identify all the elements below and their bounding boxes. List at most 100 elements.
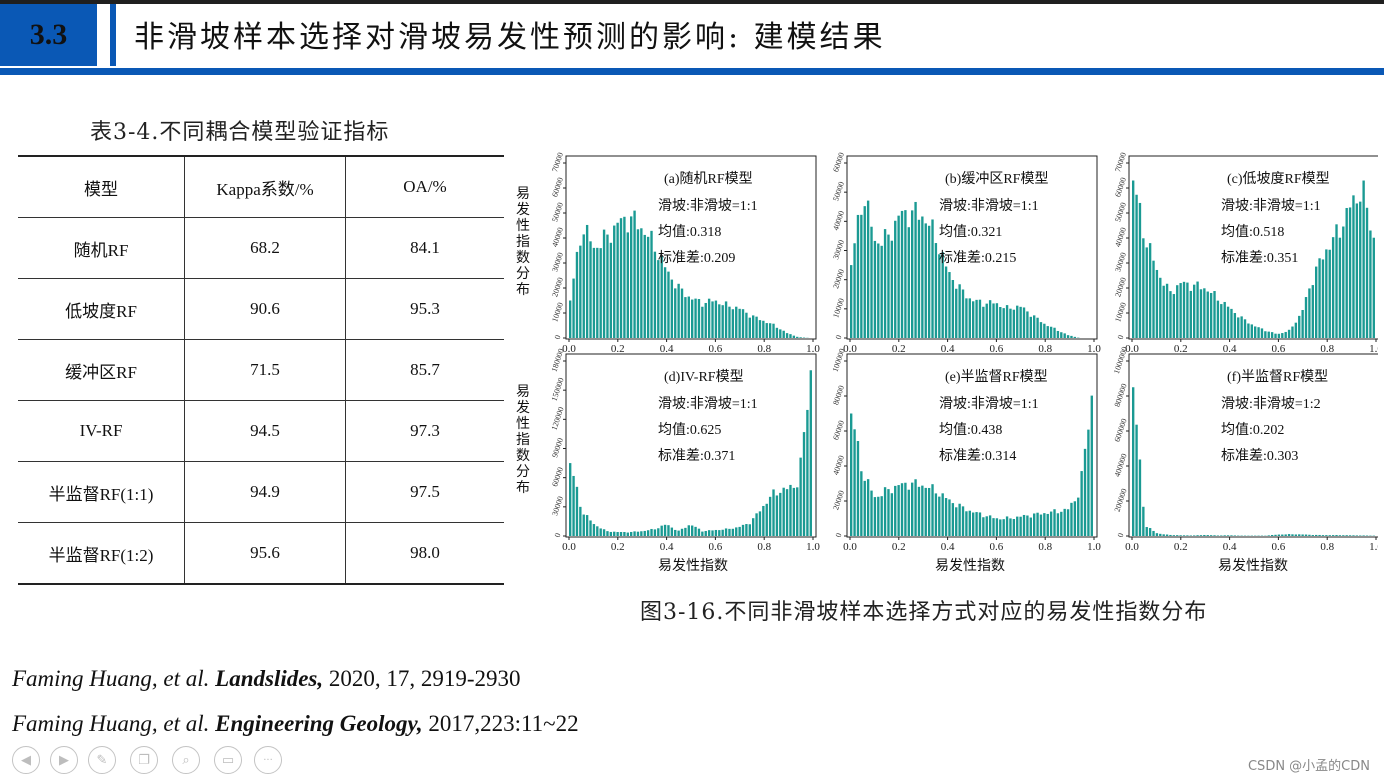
panel-e-bar [978, 512, 982, 536]
panel-c-bar [1321, 259, 1325, 338]
ylabel-char-bottom: 数 [516, 448, 530, 464]
panel-a-bar [772, 323, 775, 338]
panel-a-bar [779, 329, 782, 338]
panel-c-bar [1318, 258, 1321, 338]
panel-b-ytick-label: 0 [834, 334, 844, 341]
panel-a-bar [745, 312, 748, 338]
panel-c-bar [1196, 281, 1199, 338]
panel-c-bar [1209, 292, 1213, 338]
panel-b-bar [944, 266, 948, 338]
panel-a-bar [697, 299, 701, 338]
table-header-row: 模型 Kappa系数/% OA/% [18, 156, 504, 218]
panel-d-bar [660, 525, 663, 536]
panel-c-bar [1267, 331, 1270, 338]
panel-e-ratio: 滑坡:非滑坡=1:1 [939, 395, 1039, 412]
panel-f-bar [1230, 535, 1233, 536]
table-row: IV-RF 94.5 97.3 [18, 400, 504, 462]
panel-f-bar [1335, 535, 1338, 536]
panel-a-bar [616, 222, 619, 338]
panel-f-bar [1148, 528, 1152, 536]
panel-c-bar [1352, 195, 1355, 338]
panel-d-bar [623, 531, 626, 536]
panel-c-ratio: 滑坡:非滑坡=1:1 [1221, 197, 1321, 214]
panel-c-bar [1304, 297, 1308, 338]
panel-a-bar [599, 248, 602, 338]
panel-b-bar [968, 298, 971, 338]
panel-d-bar [779, 492, 782, 536]
more-icon[interactable]: ··· [254, 746, 282, 774]
panel-e-bar [985, 516, 988, 536]
panel-c-bar [1169, 291, 1172, 338]
panel-e-bar [921, 485, 924, 536]
panel-a-bar [724, 301, 728, 338]
panel-f-bar [1362, 535, 1365, 536]
panel-e-label: (e)半监督RF模型 [945, 369, 1048, 385]
panel-f-bar [1176, 535, 1179, 536]
panel-b-std: 标准差:0.215 [939, 250, 1016, 266]
table-caption: 表3-4.不同耦合模型验证指标 [90, 120, 390, 145]
panel-e-bar [1077, 497, 1080, 536]
panel-b-bar [1039, 322, 1043, 338]
cell-oa: 98.0 [345, 522, 504, 584]
panel-f-bar [1186, 535, 1189, 536]
panel-b-bar [900, 210, 904, 338]
panel-d-bar [785, 489, 789, 536]
panel-b-bar [985, 303, 988, 338]
panel-e-bar [1066, 509, 1070, 536]
panel-e-bar [1019, 516, 1022, 536]
prev-icon[interactable]: ◀ [12, 746, 40, 774]
panel-a-bar [765, 323, 768, 338]
panel-d-ytick-label: 180000 [550, 347, 566, 373]
panel-d-bar [775, 495, 779, 536]
panel-d-ytick-label: 90000 [550, 437, 565, 459]
ylabel-char-top: 指 [516, 234, 530, 250]
panel-b-bar [999, 307, 1002, 338]
panel-e-bar [934, 493, 938, 536]
zoom-icon[interactable]: ⌕ [172, 746, 200, 774]
ylabel-char-bottom: 指 [516, 432, 530, 448]
panel-b-xtick-label: 0.2 [892, 343, 906, 355]
ylabel-char-top: 易 [516, 186, 530, 202]
panel-f-bar [1132, 387, 1135, 536]
panel-d-bar [613, 531, 616, 536]
slides-icon[interactable]: ▭ [214, 746, 242, 774]
panel-e-bar [873, 497, 877, 536]
panel-c-bar [1142, 238, 1145, 338]
panel-a-xtick-label: 0.0 [562, 343, 576, 355]
panel-d-ytick-label: 150000 [550, 377, 566, 403]
panel-e-bar [1053, 509, 1056, 536]
ref-1-details: 2020, 17, 2919-2930 [328, 666, 521, 691]
panel-e-bar [988, 515, 992, 536]
copy-icon[interactable]: ❐ [130, 746, 158, 774]
panel-b-ytick-label: 60000 [831, 151, 846, 173]
panel-e-bar [1012, 519, 1016, 536]
panel-a-bar [602, 229, 606, 338]
panel-e-xtick-label: 0.0 [843, 541, 857, 553]
xlabel-2: 易发性指数 [1218, 558, 1288, 574]
ylabel-char-top: 布 [516, 282, 530, 298]
panel-f-bar [1193, 535, 1196, 536]
panel-c-bar [1189, 290, 1192, 338]
panel-b-ytick-label: 40000 [831, 210, 846, 232]
panel-e-bar [860, 471, 863, 536]
panel-f-bar [1298, 534, 1301, 536]
next-icon[interactable]: ▶ [50, 746, 78, 774]
panel-d-bar [640, 531, 643, 536]
panel-e-bar [880, 496, 883, 536]
panel-b-bar [1036, 317, 1039, 338]
panel-f-bar [1138, 459, 1142, 536]
panel-c-bar [1264, 331, 1267, 338]
panel-d-bar [684, 527, 687, 536]
panel-a-bar [792, 335, 796, 338]
panel-c-bar [1213, 291, 1216, 338]
panel-c-bar [1335, 224, 1338, 338]
panel-e-bar [907, 489, 910, 536]
cell-model: 缓冲区RF [65, 362, 137, 382]
cell-kappa: 90.6 [184, 278, 346, 340]
pen-icon[interactable]: ✎ [88, 746, 116, 774]
panel-a-bar [640, 228, 643, 338]
panel-b-bar [978, 299, 982, 338]
panel-f-bar [1199, 535, 1203, 536]
cell-oa: 85.7 [345, 339, 504, 401]
panel-a-bar [758, 320, 762, 338]
